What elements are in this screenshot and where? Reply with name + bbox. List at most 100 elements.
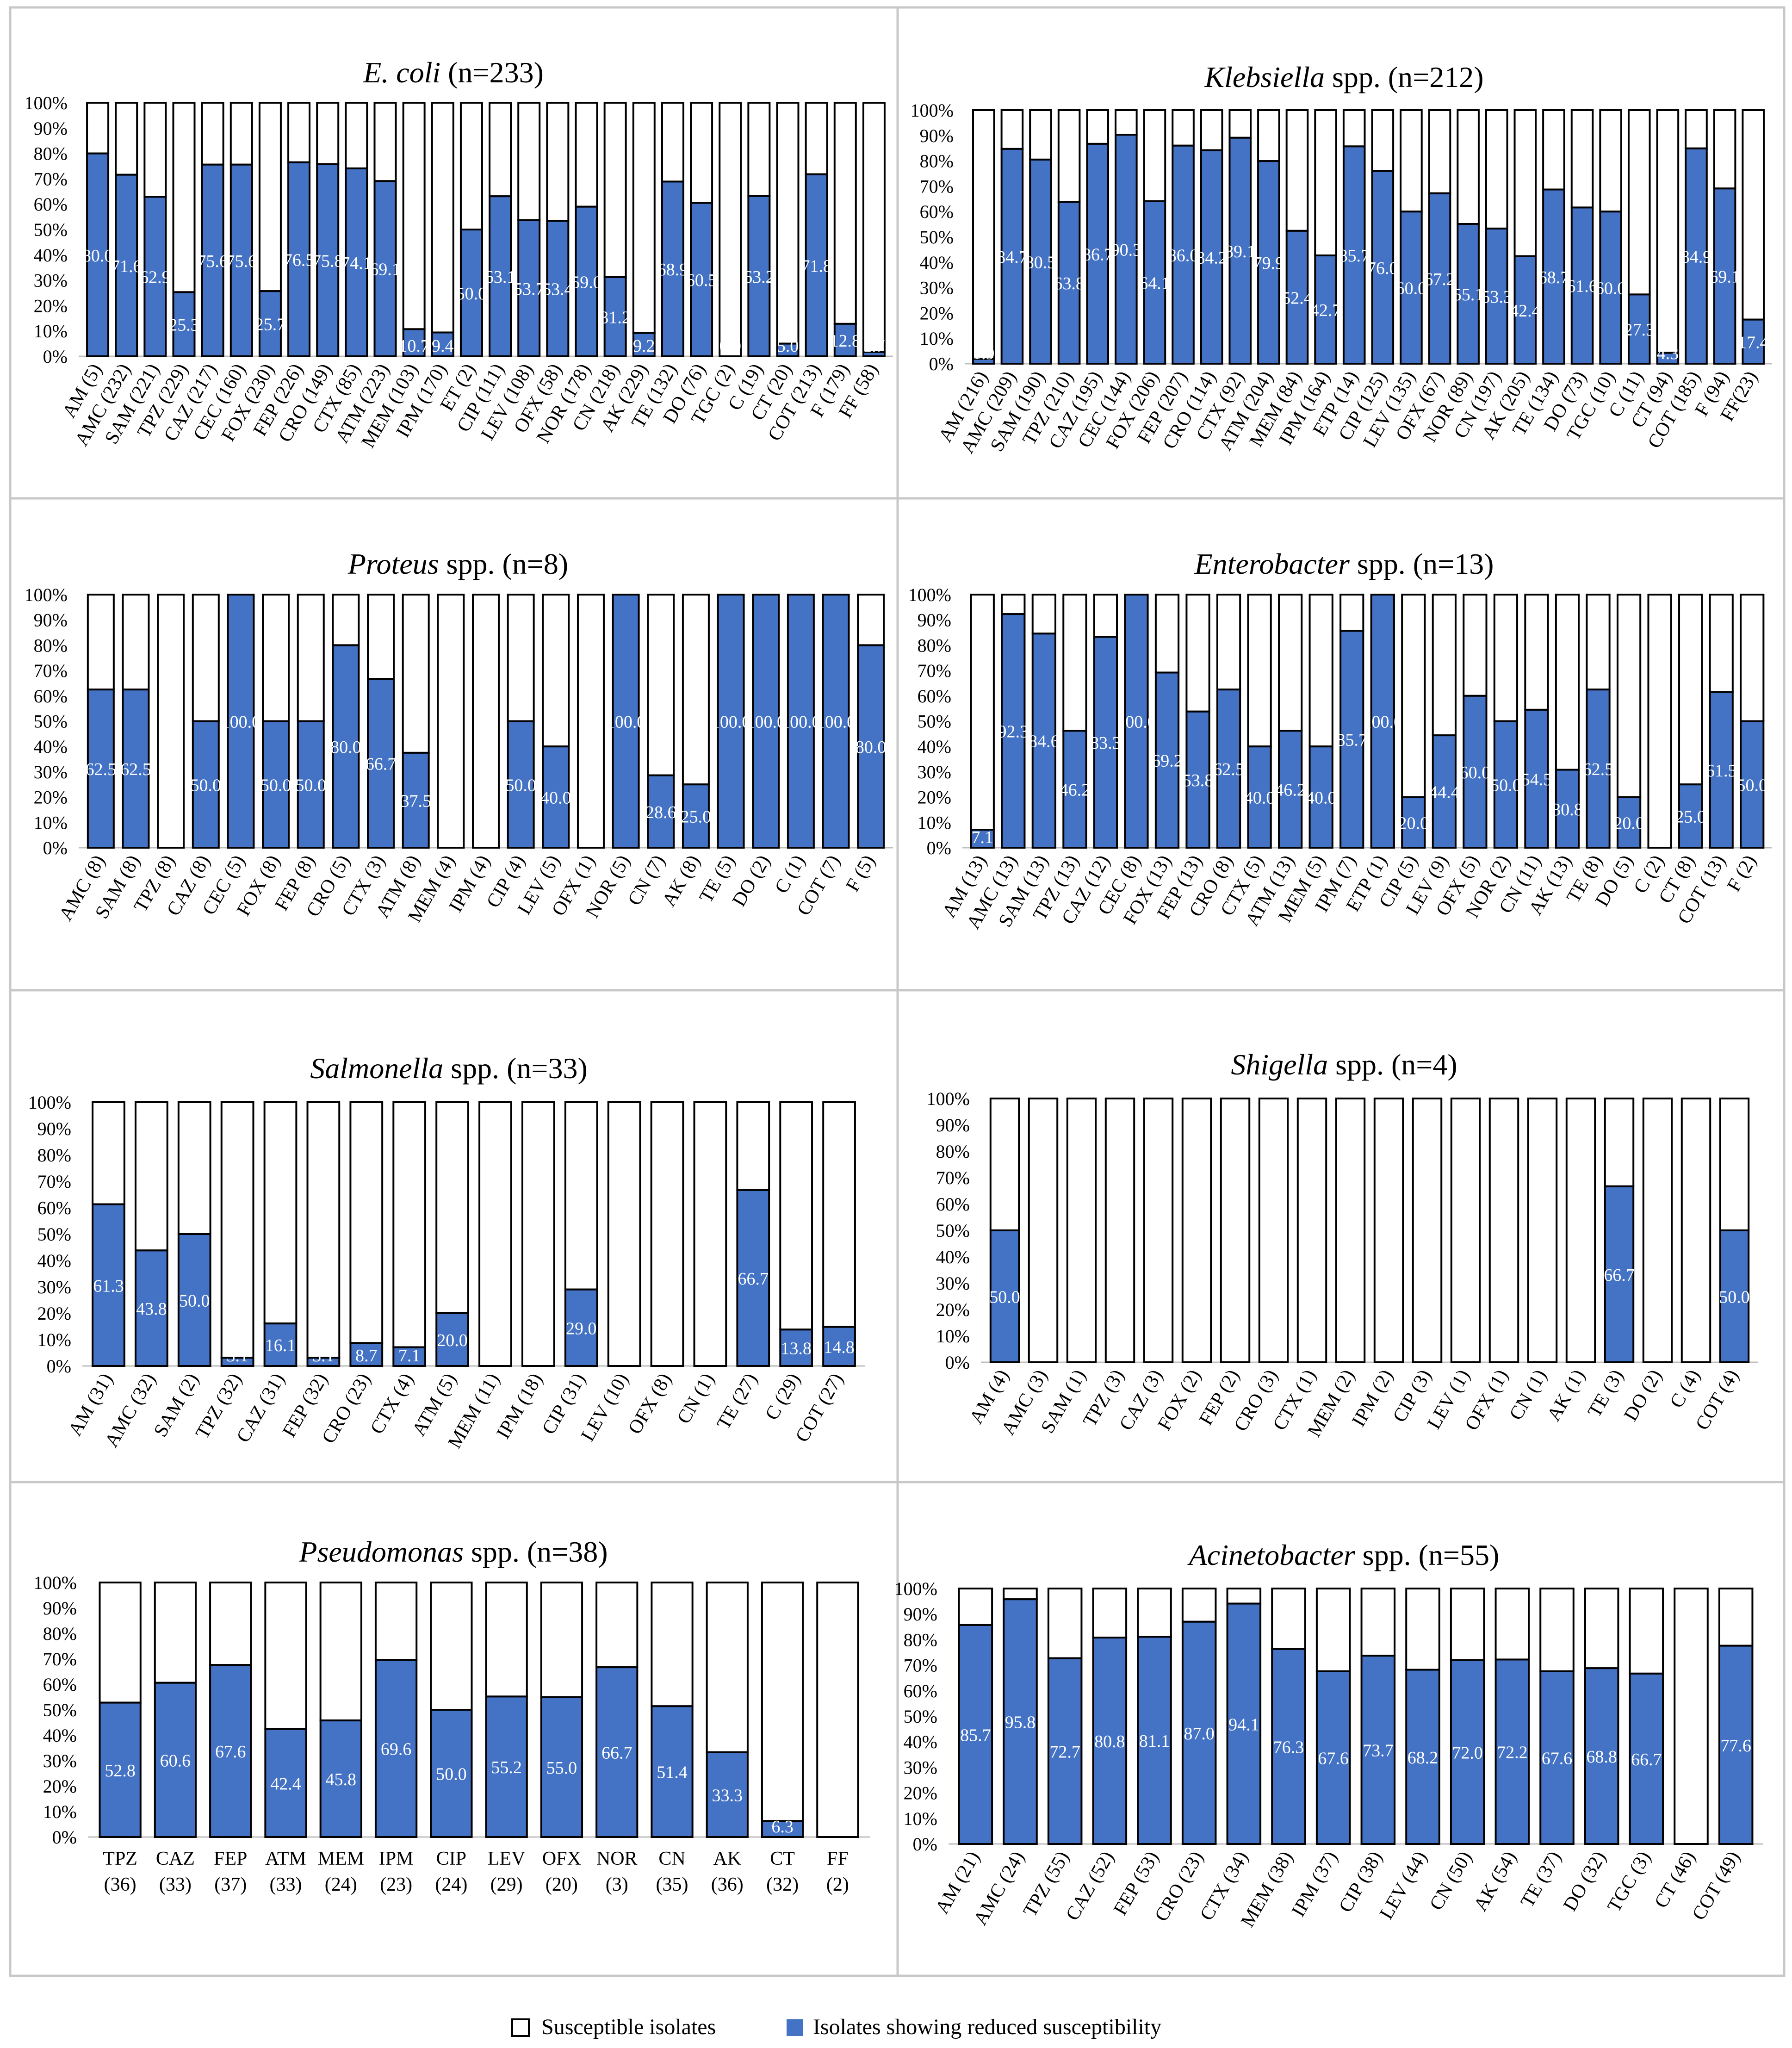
category-label: LEV (488, 1848, 526, 1869)
data-label: 13.8 (781, 1339, 812, 1359)
y-tick-label: 30% (920, 278, 954, 298)
bar-reduced (373, 180, 397, 357)
category-label: F (2) (1723, 851, 1761, 895)
data-label: 67.2 (1424, 270, 1455, 289)
category-label: CT (46) (1650, 1848, 1700, 1912)
bar-susceptible (122, 594, 150, 691)
data-label: 53.8 (1183, 771, 1214, 790)
y-tick-label: 80% (37, 1145, 71, 1166)
category-label: DO (32) (1559, 1848, 1610, 1915)
bar-susceptible (258, 102, 282, 292)
bar-susceptible (1373, 1098, 1404, 1363)
bar-susceptible (1247, 594, 1272, 748)
bar-reduced (1584, 1667, 1619, 1845)
data-label: 40.0 (1306, 788, 1337, 808)
y-tick-label: 30% (34, 270, 68, 291)
data-label: 25.7 (255, 315, 286, 335)
bar-susceptible (1271, 1588, 1306, 1650)
bar-susceptible (693, 1101, 727, 1367)
bar-susceptible (1494, 1588, 1530, 1661)
y-tick-label: 10% (37, 1329, 71, 1350)
data-label: 52.4 (1282, 288, 1313, 308)
data-label: 40.0 (1244, 788, 1275, 808)
bar-susceptible (1296, 1098, 1327, 1363)
bar-reduced (402, 328, 426, 358)
bar-susceptible (577, 594, 605, 849)
data-label: 0.0 (580, 828, 602, 847)
bar-susceptible (209, 1582, 252, 1666)
bar-reduced (1678, 783, 1703, 849)
bar-reduced (736, 1189, 770, 1367)
bar-reduced (459, 229, 483, 357)
bar-reduced (1029, 158, 1052, 365)
data-label: 3.1 (312, 1346, 335, 1365)
bar-reduced (1314, 254, 1337, 365)
y-tick-label: 0% (43, 346, 68, 367)
bar-reduced (192, 720, 220, 849)
bar-susceptible (542, 594, 570, 748)
y-tick-label: 90% (43, 1598, 77, 1619)
data-label: 33.3 (712, 1786, 743, 1805)
bar-susceptible (736, 1101, 770, 1191)
data-label: 53.4 (542, 280, 573, 299)
bar-reduced (752, 594, 780, 849)
y-tick-label: 100% (25, 584, 68, 605)
category-label: (35) (656, 1874, 688, 1895)
y-tick-label: 40% (920, 252, 954, 273)
bar-susceptible (776, 102, 800, 345)
data-label: 50.0 (1719, 1288, 1750, 1307)
bar-susceptible (220, 1101, 254, 1359)
data-label: 50.0 (1490, 776, 1521, 795)
bar-susceptible (306, 1101, 341, 1359)
y-tick-label: 0% (43, 838, 68, 858)
data-label: 69.2 (1152, 751, 1183, 771)
y-tick-label: 80% (904, 1629, 937, 1650)
chart-title: Shigella spp. (n=4) (1231, 1048, 1457, 1081)
bar-susceptible (690, 102, 713, 204)
category-label: AK (713, 1848, 741, 1869)
bar-susceptible (1028, 1098, 1059, 1363)
data-label: 55.2 (491, 1758, 522, 1777)
data-label: 69.6 (381, 1740, 412, 1759)
data-label: 100.0 (606, 713, 646, 732)
data-label: 53.3 (1481, 287, 1512, 307)
chart-title: Klebsiella spp. (n=212) (1204, 61, 1483, 93)
y-tick-label: 10% (904, 1808, 937, 1829)
category-label: ATM (265, 1848, 306, 1869)
bar-susceptible (1709, 594, 1734, 693)
bar-susceptible (489, 102, 512, 198)
bar-reduced (1709, 691, 1734, 849)
bar-reduced (374, 1659, 418, 1838)
bar-reduced (319, 1719, 362, 1838)
y-tick-label: 10% (34, 321, 68, 341)
data-label: 63.1 (485, 267, 516, 287)
bar-susceptible (435, 1101, 469, 1314)
bar-reduced (1057, 201, 1081, 365)
y-tick-label: 100% (911, 100, 954, 121)
bar-reduced (87, 689, 115, 849)
data-label: 25.0 (1675, 807, 1706, 827)
bar-reduced (115, 174, 138, 357)
data-label: 50.0 (989, 1288, 1020, 1307)
bar-reduced (1200, 149, 1223, 365)
data-label: 50.0 (456, 284, 487, 304)
data-label: 51.4 (657, 1763, 688, 1782)
bar-reduced (761, 1820, 804, 1838)
bar-reduced (805, 173, 828, 357)
y-tick-label: 10% (918, 812, 951, 833)
bar-reduced (717, 594, 745, 849)
bar-susceptible (485, 1582, 528, 1698)
bar-susceptible (86, 102, 110, 155)
data-label: 63.8 (1054, 274, 1085, 293)
data-label: 68.7 (1538, 268, 1569, 287)
bar-susceptible (970, 594, 995, 831)
data-label: 89.1 (1225, 242, 1256, 261)
category-label: (2) (826, 1874, 849, 1895)
bar-reduced (435, 1312, 469, 1367)
data-label: 60.0 (1460, 763, 1491, 782)
data-label: 95.8 (1005, 1713, 1036, 1732)
y-tick-label: 70% (43, 1649, 77, 1669)
bar-reduced (647, 774, 675, 849)
bar-reduced (612, 594, 640, 849)
